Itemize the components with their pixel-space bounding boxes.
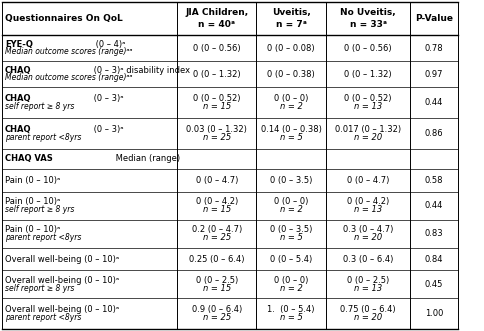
Text: (0 – 3)ᵃ: (0 – 3)ᵃ xyxy=(91,125,124,134)
Text: 0 (0 – 5.4): 0 (0 – 5.4) xyxy=(270,255,312,263)
Text: 0 (0 – 4.7): 0 (0 – 4.7) xyxy=(196,176,238,185)
Text: 0 (0 – 2.5): 0 (0 – 2.5) xyxy=(347,276,389,285)
Text: n = 33ᵃ: n = 33ᵃ xyxy=(349,20,387,29)
Text: Overall well-being (0 – 10)ᵃ: Overall well-being (0 – 10)ᵃ xyxy=(5,276,119,285)
Text: 0 (0 – 4.2): 0 (0 – 4.2) xyxy=(347,197,389,206)
Text: self report ≥ 8 yrs: self report ≥ 8 yrs xyxy=(5,205,75,214)
Text: CHAQ: CHAQ xyxy=(5,125,31,134)
Text: Median (range): Median (range) xyxy=(113,155,180,164)
Text: n = 20: n = 20 xyxy=(354,133,382,142)
Text: (0 – 3)ᵃ: (0 – 3)ᵃ xyxy=(91,94,124,103)
Text: 0.44: 0.44 xyxy=(425,98,443,107)
Text: parent report <8yrs: parent report <8yrs xyxy=(5,133,81,142)
Text: 0.75 (0 – 6.4): 0.75 (0 – 6.4) xyxy=(340,305,396,314)
Text: Uveitis,: Uveitis, xyxy=(272,8,311,17)
Text: 1.00: 1.00 xyxy=(425,309,443,318)
Text: n = 2: n = 2 xyxy=(280,205,302,214)
Text: JIA Children,: JIA Children, xyxy=(185,8,248,17)
Text: 1.  (0 – 5.4): 1. (0 – 5.4) xyxy=(268,305,315,314)
Text: 0 (0 – 0.56): 0 (0 – 0.56) xyxy=(344,43,392,53)
Text: n = 25: n = 25 xyxy=(203,313,231,322)
Text: 0.2 (0 – 4.7): 0.2 (0 – 4.7) xyxy=(192,225,242,234)
Text: 0 (0 – 0.56): 0 (0 – 0.56) xyxy=(193,43,241,53)
Text: n = 15: n = 15 xyxy=(203,102,231,111)
Text: 0.86: 0.86 xyxy=(424,129,443,138)
Text: n = 25: n = 25 xyxy=(203,133,231,142)
Text: (0 – 3)ᵃ disability index: (0 – 3)ᵃ disability index xyxy=(91,66,191,75)
Text: Median outcome scores (range)ᵃᵃ: Median outcome scores (range)ᵃᵃ xyxy=(5,73,133,82)
Text: n = 40ᵃ: n = 40ᵃ xyxy=(198,20,235,29)
Text: n = 13: n = 13 xyxy=(354,284,382,293)
Text: No Uveitis,: No Uveitis, xyxy=(340,8,396,17)
Text: n = 2: n = 2 xyxy=(280,102,302,111)
Text: parent report <8yrs: parent report <8yrs xyxy=(5,233,81,242)
Text: 0.83: 0.83 xyxy=(424,229,443,238)
Text: 0 (0 – 2.5): 0 (0 – 2.5) xyxy=(196,276,238,285)
Text: 0.97: 0.97 xyxy=(425,70,443,79)
Text: 0 (0 – 0): 0 (0 – 0) xyxy=(274,276,308,285)
Text: 0.44: 0.44 xyxy=(425,201,443,210)
Text: n = 2: n = 2 xyxy=(280,284,302,293)
Text: 0 (0 – 4.7): 0 (0 – 4.7) xyxy=(347,176,389,185)
Text: 0.84: 0.84 xyxy=(425,255,443,263)
Text: Pain (0 – 10)ᵃ: Pain (0 – 10)ᵃ xyxy=(5,225,60,234)
Text: n = 15: n = 15 xyxy=(203,205,231,214)
Text: CHAQ VAS: CHAQ VAS xyxy=(5,155,53,164)
Text: 0 (0 – 0.38): 0 (0 – 0.38) xyxy=(267,70,315,79)
Text: 0.9 (0 – 6.4): 0.9 (0 – 6.4) xyxy=(192,305,242,314)
Text: Pain (0 – 10)ᵃ: Pain (0 – 10)ᵃ xyxy=(5,176,60,185)
Text: 0 (0 – 0): 0 (0 – 0) xyxy=(274,94,308,103)
Text: 0.3 (0 – 6.4): 0.3 (0 – 6.4) xyxy=(343,255,393,263)
Text: 0.45: 0.45 xyxy=(425,280,443,289)
Text: 0.78: 0.78 xyxy=(424,43,443,53)
Text: 0 (0 – 3.5): 0 (0 – 3.5) xyxy=(270,225,312,234)
Text: n = 25: n = 25 xyxy=(203,233,231,242)
Text: n = 20: n = 20 xyxy=(354,233,382,242)
Text: Overall well-being (0 – 10)ᵃ: Overall well-being (0 – 10)ᵃ xyxy=(5,305,119,314)
Text: parent report <8yrs: parent report <8yrs xyxy=(5,313,81,322)
Text: P-Value: P-Value xyxy=(415,14,453,23)
Text: 0.03 (0 – 1.32): 0.03 (0 – 1.32) xyxy=(186,125,247,134)
Text: 0.017 (0 – 1.32): 0.017 (0 – 1.32) xyxy=(335,125,401,134)
Text: 0.3 (0 – 4.7): 0.3 (0 – 4.7) xyxy=(343,225,393,234)
Text: 0.58: 0.58 xyxy=(425,176,443,185)
Text: CHAQ: CHAQ xyxy=(5,94,31,103)
Text: n = 5: n = 5 xyxy=(280,233,302,242)
Text: 0 (0 – 1.32): 0 (0 – 1.32) xyxy=(344,70,392,79)
Text: (0 – 4)ᵃ: (0 – 4)ᵃ xyxy=(93,40,125,49)
Text: self report ≥ 8 yrs: self report ≥ 8 yrs xyxy=(5,284,75,293)
Text: 0 (0 – 0.52): 0 (0 – 0.52) xyxy=(193,94,241,103)
Text: n = 7ᵃ: n = 7ᵃ xyxy=(276,20,307,29)
Text: 0 (0 – 1.32): 0 (0 – 1.32) xyxy=(193,70,241,79)
Text: 0 (0 – 0.52): 0 (0 – 0.52) xyxy=(344,94,392,103)
Text: 0 (0 – 4.2): 0 (0 – 4.2) xyxy=(196,197,238,206)
Text: 0.14 (0 – 0.38): 0.14 (0 – 0.38) xyxy=(261,125,322,134)
Text: 0 (0 – 0): 0 (0 – 0) xyxy=(274,197,308,206)
Text: n = 13: n = 13 xyxy=(354,102,382,111)
Text: n = 20: n = 20 xyxy=(354,313,382,322)
Text: CHAQ: CHAQ xyxy=(5,66,31,75)
Text: Pain (0 – 10)ᵃ: Pain (0 – 10)ᵃ xyxy=(5,197,60,206)
Text: 0 (0 – 3.5): 0 (0 – 3.5) xyxy=(270,176,312,185)
Text: n = 5: n = 5 xyxy=(280,133,302,142)
Text: EYE-Q: EYE-Q xyxy=(5,40,33,49)
Text: n = 5: n = 5 xyxy=(280,313,302,322)
Text: 0 (0 – 0.08): 0 (0 – 0.08) xyxy=(267,43,315,53)
Text: 0.25 (0 – 6.4): 0.25 (0 – 6.4) xyxy=(189,255,244,263)
Text: self report ≥ 8 yrs: self report ≥ 8 yrs xyxy=(5,102,75,111)
Text: Overall well-being (0 – 10)ᵃ: Overall well-being (0 – 10)ᵃ xyxy=(5,255,119,263)
Text: n = 15: n = 15 xyxy=(203,284,231,293)
Text: Median outcome scores (range)ᵃᵃ: Median outcome scores (range)ᵃᵃ xyxy=(5,47,133,56)
Text: n = 13: n = 13 xyxy=(354,205,382,214)
Text: Questionnaires On QoL: Questionnaires On QoL xyxy=(5,14,123,23)
